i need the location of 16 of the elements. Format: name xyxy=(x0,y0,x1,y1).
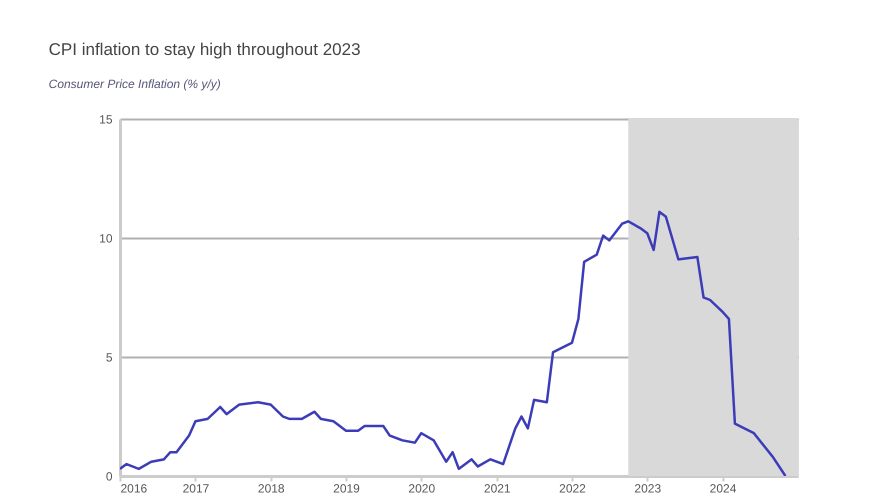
x-tick-label: 2021 xyxy=(484,482,511,496)
x-tick-label: 2016 xyxy=(120,482,148,496)
x-tick-label: 2023 xyxy=(634,482,662,496)
line-series xyxy=(120,210,787,476)
x-tick-label: 2022 xyxy=(559,482,586,496)
y-tick-label: 10 xyxy=(99,232,113,246)
y-tick-label: 0 xyxy=(106,470,113,484)
x-tick-label: 2018 xyxy=(258,482,285,496)
chart-title: CPI inflation to stay high throughout 2023 xyxy=(48,40,361,59)
x-tick-label: 2019 xyxy=(333,482,360,496)
chart-subtitle: Consumer Price Inflation (% y/y) xyxy=(48,77,221,91)
x-tick-label: 2017 xyxy=(182,482,210,496)
y-tick-label: 15 xyxy=(99,112,113,126)
x-tick-label: 2024 xyxy=(710,482,737,496)
x-tick-label: 2020 xyxy=(408,482,436,496)
y-tick-label: 5 xyxy=(106,350,113,364)
